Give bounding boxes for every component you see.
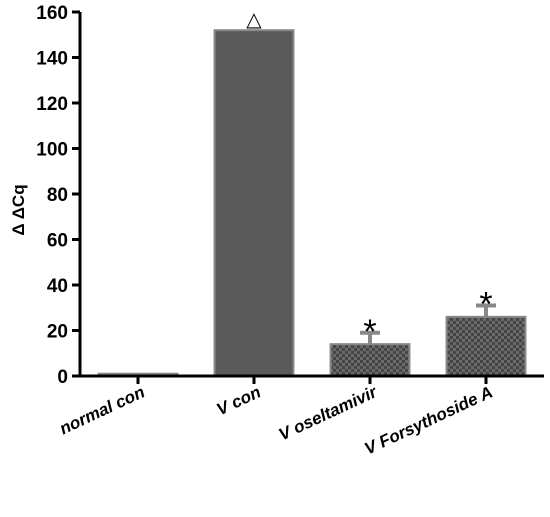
significance-marker-3: *	[479, 285, 492, 323]
x-tick-label-2: V oseltamivir	[276, 382, 381, 445]
bar-1	[213, 29, 295, 377]
y-tick-label-3: 60	[47, 231, 68, 252]
y-tick-label-8: 160	[36, 3, 68, 24]
y-tick-label-0: 0	[57, 367, 68, 388]
significance-marker-2: *	[363, 313, 376, 351]
bar-3	[445, 315, 527, 378]
y-tick-label-1: 20	[47, 322, 68, 343]
y-tick-label-2: 40	[47, 276, 68, 297]
bars-layer	[97, 29, 527, 378]
y-axis-title: Δ ΔCq	[9, 184, 28, 235]
y-tick-label-4: 80	[47, 185, 68, 206]
x-tick-label-1: V con	[214, 382, 264, 419]
x-tick-label-3: V Forsythoside A	[362, 382, 496, 458]
x-tick-label-0: normal con	[57, 382, 148, 438]
significance-marker-1: △	[246, 9, 262, 31]
y-tick-label-6: 120	[36, 94, 68, 115]
y-tick-label-5: 100	[36, 140, 68, 161]
y-tick-label-7: 140	[36, 49, 68, 70]
